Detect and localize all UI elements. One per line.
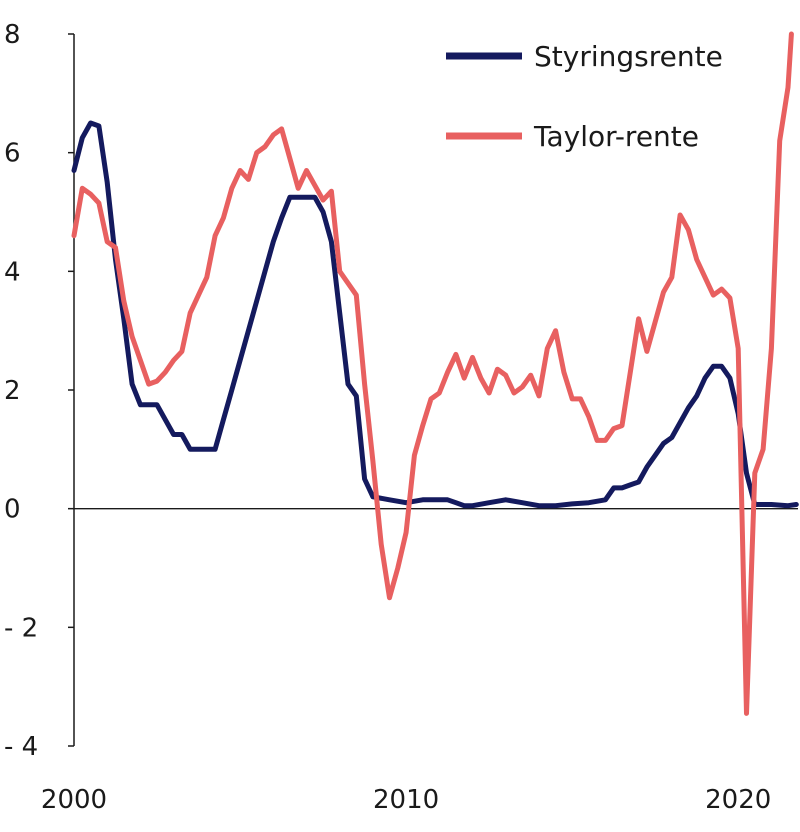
x-tick-label: 2020 [705, 785, 771, 815]
legend-label-0: Styringsrente [534, 40, 723, 73]
x-tick-label: 2010 [373, 785, 439, 815]
legend: Styringsrente Taylor-rente [446, 40, 723, 153]
series-line-1 [71, 31, 794, 716]
y-tick-label: 2 [4, 376, 21, 406]
y-tick-label: 8 [4, 20, 21, 50]
y-tick-label: - 2 [4, 613, 38, 643]
axes [68, 33, 798, 747]
y-tick-label: 0 [4, 495, 21, 525]
legend-label-1: Taylor-rente [533, 120, 699, 153]
series-lines [71, 31, 799, 716]
series-line-0 [71, 120, 799, 509]
y-tick-label: 4 [4, 257, 21, 287]
y-tick-label: - 4 [4, 732, 38, 762]
x-tick-label: 2000 [41, 785, 107, 815]
y-tick-label: 6 [4, 139, 21, 169]
